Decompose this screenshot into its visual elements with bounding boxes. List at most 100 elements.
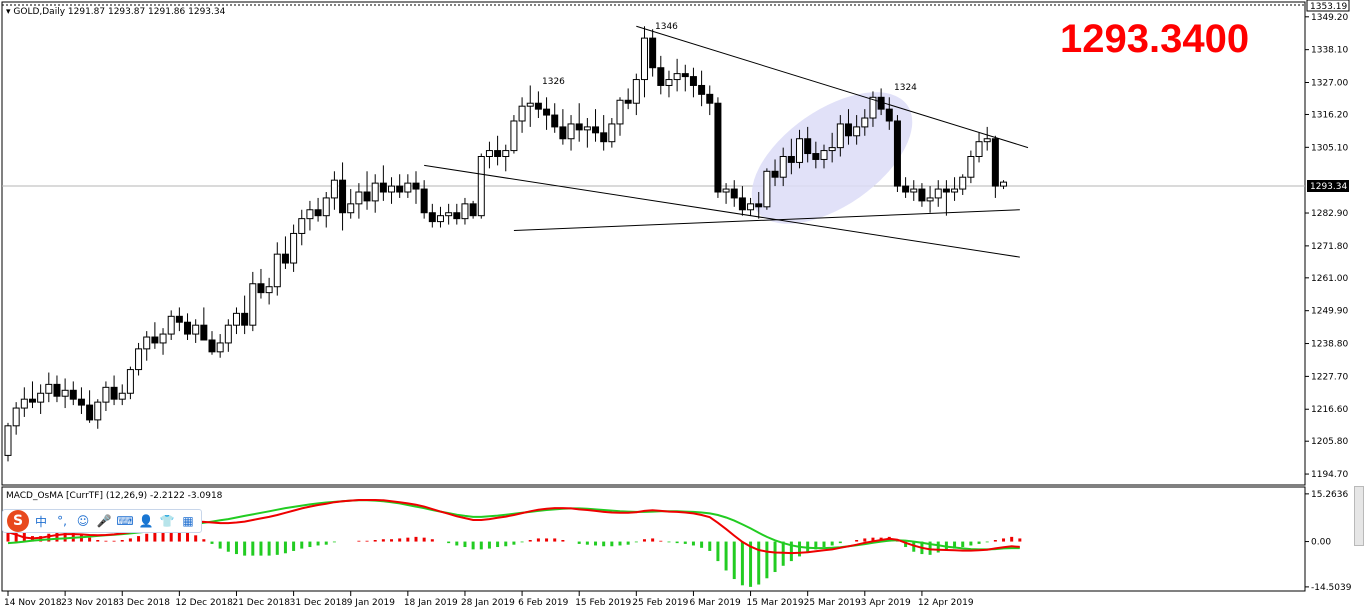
candle-body: [861, 117, 869, 128]
candle: [861, 109, 869, 136]
candle-body: [330, 179, 338, 199]
candle: [110, 375, 118, 406]
candle: [649, 29, 657, 77]
date-tick-label: 31 Dec 2018: [290, 598, 348, 608]
candle-body: [28, 398, 36, 403]
candle-body: [657, 67, 665, 86]
candle: [885, 97, 893, 130]
candle-body: [714, 102, 722, 193]
candle-body: [314, 209, 322, 217]
price-tick-label: 1249.90: [1311, 307, 1348, 317]
candle-body: [779, 155, 787, 178]
candle: [526, 85, 534, 127]
candle: [102, 381, 110, 412]
candle-body: [534, 102, 542, 110]
symbol-header-text: GOLD,Daily 1291.87 1293.87 1291.86 1293.…: [13, 7, 225, 17]
date-tick-label: 12 Dec 2018: [175, 598, 233, 608]
microphone-icon[interactable]: 🎤: [96, 514, 112, 528]
candle-body: [485, 150, 493, 157]
candle: [249, 271, 257, 332]
date-tick-label: 3 Apr 2019: [861, 598, 911, 608]
price-tick-label: 1282.90: [1311, 209, 1348, 219]
candle: [722, 183, 730, 204]
candle: [706, 85, 714, 116]
date-tick-label: 18 Jan 2019: [404, 598, 458, 608]
candle-body: [436, 215, 444, 223]
candle: [77, 387, 85, 414]
candle: [175, 307, 183, 332]
candle: [657, 55, 665, 95]
candle: [836, 115, 844, 157]
candle: [616, 97, 624, 136]
candle-body: [298, 218, 306, 234]
candle-body: [494, 150, 502, 157]
candle-body: [4, 425, 12, 456]
candle: [624, 88, 632, 110]
punctuation-icon[interactable]: °,: [57, 514, 67, 528]
candle: [86, 390, 94, 423]
macd-title: MACD_OsMA [CurrTF] (12,26,9) -2.2122 -3.…: [6, 491, 223, 501]
candle: [893, 115, 901, 193]
candle-body: [616, 99, 624, 125]
candle-body: [787, 155, 795, 163]
candle-body: [126, 369, 134, 394]
candle: [192, 319, 200, 343]
candle-body: [12, 407, 20, 427]
candle-body: [763, 170, 771, 208]
candle: [461, 197, 469, 225]
candle: [534, 91, 542, 119]
candle: [918, 183, 926, 207]
symbol-header: ▾ GOLD,Daily 1291.87 1293.87 1291.86 129…: [6, 7, 226, 17]
candle: [632, 73, 640, 116]
candle-body: [102, 386, 110, 403]
candle: [453, 203, 461, 225]
candle: [771, 159, 779, 187]
keyboard-icon[interactable]: ⌨: [116, 514, 134, 528]
candle-body: [388, 185, 396, 193]
candle: [502, 144, 510, 172]
toolbox-grid-icon[interactable]: ▦: [182, 514, 194, 528]
candle-body: [200, 324, 208, 341]
candle-body: [812, 153, 820, 160]
candle: [551, 103, 559, 133]
candle-body: [559, 126, 567, 140]
candle-body: [592, 126, 600, 134]
candle: [714, 97, 722, 198]
candle: [388, 177, 396, 204]
candle-body: [673, 73, 681, 81]
candle: [298, 209, 306, 246]
candle: [469, 200, 477, 219]
sogou-logo-icon[interactable]: S: [7, 510, 29, 532]
candle-body: [575, 123, 583, 131]
candle-body: [951, 188, 959, 193]
candle: [951, 177, 959, 201]
candle: [926, 186, 934, 213]
user-icon[interactable]: 👤: [138, 514, 154, 528]
candle-body: [983, 138, 991, 143]
candle-body: [143, 336, 151, 350]
candle: [820, 144, 828, 169]
candle: [804, 126, 812, 163]
candle: [796, 129, 804, 169]
ime-chinese-button[interactable]: 中: [34, 514, 47, 529]
candle: [543, 97, 551, 130]
candle-body: [396, 185, 404, 193]
emoji-icon[interactable]: ☺: [76, 514, 90, 528]
candle: [184, 313, 192, 340]
skin-shirt-icon[interactable]: 👕: [159, 514, 175, 528]
candle: [53, 375, 61, 403]
candle-body: [159, 333, 167, 344]
candle: [12, 402, 20, 435]
candle: [428, 203, 436, 228]
candle-body: [371, 182, 379, 202]
candle: [306, 200, 314, 231]
candle-body: [967, 155, 975, 178]
candle: [689, 67, 697, 98]
candle-body: [110, 386, 118, 400]
candle-body: [232, 312, 240, 326]
candle: [94, 399, 102, 429]
ime-toolbar[interactable]: S 中 °, ☺ 🎤 ⌨ 👤 👕 ▦: [2, 509, 202, 533]
candle: [135, 342, 143, 376]
macd-scrollbar-thumb[interactable]: [1354, 486, 1364, 546]
candle: [445, 203, 453, 225]
